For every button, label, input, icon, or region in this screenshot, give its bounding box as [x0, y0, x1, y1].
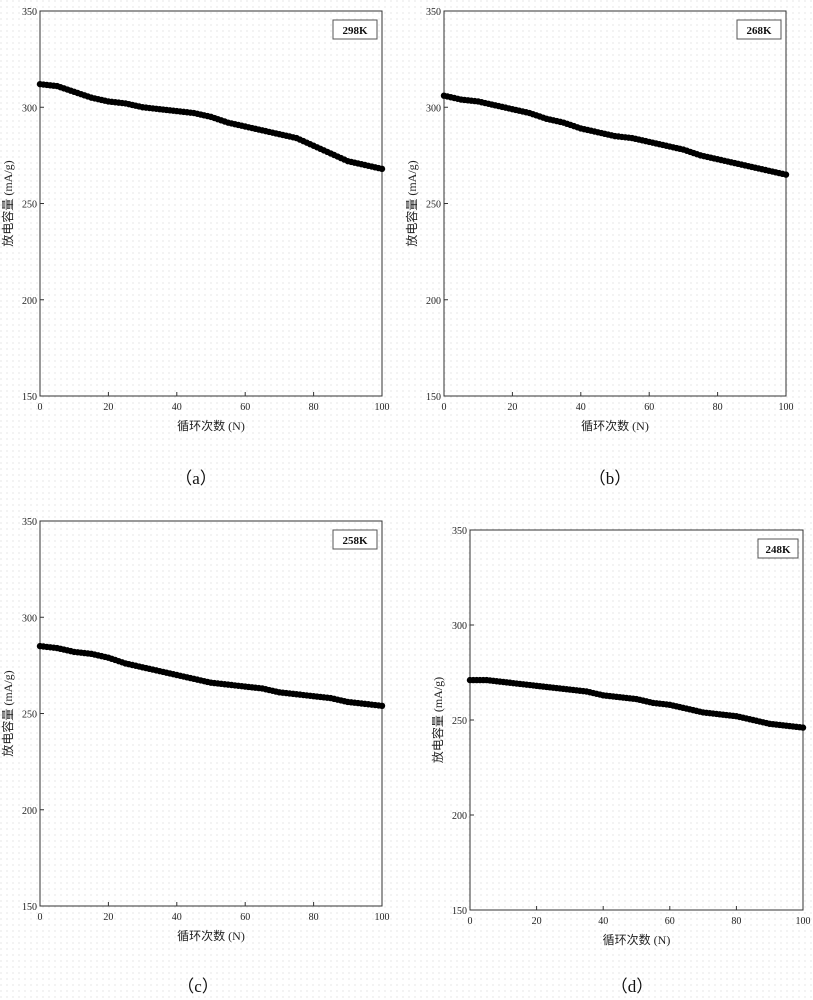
- x-axis-label: 循环次数 (N): [177, 418, 245, 433]
- data-point: [378, 165, 386, 173]
- y-axis-label: 放电容量 (mA/g): [430, 677, 445, 763]
- panel-caption: （a）: [175, 469, 217, 488]
- y-tick-label: 200: [22, 296, 37, 307]
- y-tick-label: 300: [22, 103, 37, 114]
- x-tick-label: 60: [644, 402, 654, 413]
- x-tick-label: 0: [442, 402, 447, 413]
- x-tick-label: 60: [240, 402, 250, 413]
- y-tick-label: 250: [22, 200, 37, 211]
- x-axis-label: 循环次数 (N): [603, 932, 671, 947]
- data-point: [799, 724, 807, 731]
- y-tick-label: 250: [22, 710, 37, 721]
- x-tick-label: 0: [38, 402, 43, 413]
- legend-box: [757, 538, 799, 559]
- legend-box: [332, 529, 378, 550]
- y-tick-label: 200: [452, 811, 467, 822]
- panel-caption: （d）: [611, 977, 654, 996]
- chart-panel-b: 150 200 250 300 350 0 20 40 60 80 100 循环次数 (N) 放电容量 …: [404, 7, 794, 488]
- y-tick-label: 150: [22, 392, 37, 403]
- x-axis-label: 循环次数 (N): [177, 928, 245, 943]
- y-tick-label: 200: [22, 806, 37, 817]
- y-tick-label: 150: [452, 906, 467, 917]
- x-tick-label: 80: [713, 402, 723, 413]
- data-point: [782, 171, 790, 178]
- data-point: [378, 702, 386, 709]
- x-tick-label: 20: [103, 402, 113, 413]
- y-tick-label: 150: [426, 392, 441, 403]
- panel-caption: （c）: [177, 977, 219, 996]
- y-tick-label: 300: [426, 103, 441, 114]
- y-tick-label: 350: [426, 7, 441, 18]
- x-tick-label: 80: [309, 402, 319, 413]
- chart-panel-a: 150 200 250 300 350 0 20 40 60 80 100 循环次数 (N) 放电容量 …: [0, 7, 390, 488]
- x-tick-label: 20: [532, 916, 542, 927]
- x-axis-label: 循环次数 (N): [581, 418, 649, 433]
- y-axis-label: 放电容量 (mA/g): [404, 160, 419, 246]
- y-axis-label: 放电容量 (mA/g): [0, 670, 15, 756]
- x-tick-label: 40: [576, 402, 586, 413]
- x-tick-label: 100: [375, 912, 390, 923]
- x-tick-label: 20: [507, 402, 517, 413]
- y-tick-label: 350: [22, 517, 37, 528]
- x-tick-label: 40: [172, 402, 182, 413]
- x-tick-label: 100: [779, 402, 794, 413]
- x-tick-label: 100: [375, 402, 390, 413]
- x-tick-label: 80: [731, 916, 741, 927]
- y-tick-label: 150: [22, 902, 37, 913]
- y-tick-label: 200: [426, 296, 441, 307]
- x-tick-label: 40: [598, 916, 608, 927]
- legend-label: 268K: [746, 25, 772, 37]
- legend-label: 258K: [342, 535, 368, 547]
- legend-label: 248K: [765, 544, 791, 556]
- y-tick-label: 250: [452, 716, 467, 727]
- y-tick-label: 250: [426, 200, 441, 211]
- y-tick-label: 300: [452, 621, 467, 632]
- panel-caption: （b）: [589, 469, 632, 488]
- x-tick-label: 0: [38, 912, 43, 923]
- y-axis-label: 放电容量 (mA/g): [0, 160, 15, 246]
- x-tick-label: 80: [309, 912, 319, 923]
- legend-box: [736, 19, 782, 40]
- chart-panel-d: 150 200 250 300 350 0 20 40 60 80 100 循环次数 (N) 放电容量 …: [430, 526, 811, 996]
- x-tick-label: 40: [172, 912, 182, 923]
- x-tick-label: 60: [240, 912, 250, 923]
- legend-label: 298K: [342, 25, 368, 37]
- chart-panel-c: 150 200 250 300 350 0 20 40 60 80 100 循环次数 (N) 放电容量 …: [0, 517, 390, 996]
- x-tick-label: 0: [468, 916, 473, 927]
- x-tick-label: 20: [103, 912, 113, 923]
- y-tick-label: 300: [22, 613, 37, 624]
- x-tick-label: 100: [796, 916, 811, 927]
- x-tick-label: 60: [665, 916, 675, 927]
- y-tick-label: 350: [452, 526, 467, 537]
- legend-box: [332, 19, 378, 40]
- y-tick-label: 350: [22, 7, 37, 18]
